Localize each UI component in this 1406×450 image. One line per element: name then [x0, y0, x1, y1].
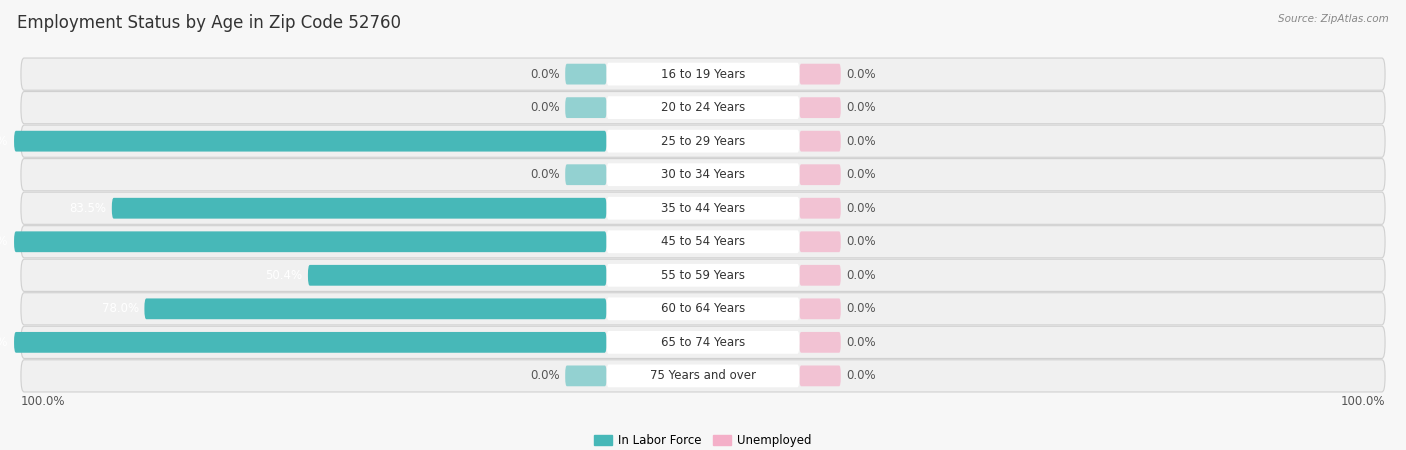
- FancyBboxPatch shape: [21, 58, 1385, 90]
- FancyBboxPatch shape: [565, 365, 606, 386]
- FancyBboxPatch shape: [800, 298, 841, 319]
- FancyBboxPatch shape: [21, 293, 1385, 325]
- FancyBboxPatch shape: [14, 231, 606, 252]
- FancyBboxPatch shape: [21, 192, 1385, 225]
- FancyBboxPatch shape: [800, 164, 841, 185]
- FancyBboxPatch shape: [308, 265, 606, 286]
- FancyBboxPatch shape: [800, 265, 841, 286]
- Text: 0.0%: 0.0%: [846, 336, 876, 349]
- Text: 83.5%: 83.5%: [69, 202, 107, 215]
- FancyBboxPatch shape: [21, 326, 1385, 359]
- FancyBboxPatch shape: [21, 91, 1385, 124]
- FancyBboxPatch shape: [606, 163, 800, 186]
- Text: 100.0%: 100.0%: [0, 135, 8, 148]
- FancyBboxPatch shape: [606, 264, 800, 287]
- Text: 45 to 54 Years: 45 to 54 Years: [661, 235, 745, 248]
- Text: Source: ZipAtlas.com: Source: ZipAtlas.com: [1278, 14, 1389, 23]
- FancyBboxPatch shape: [21, 225, 1385, 258]
- FancyBboxPatch shape: [14, 332, 606, 353]
- Text: 30 to 34 Years: 30 to 34 Years: [661, 168, 745, 181]
- Text: 78.0%: 78.0%: [101, 302, 139, 315]
- FancyBboxPatch shape: [112, 198, 606, 219]
- FancyBboxPatch shape: [800, 131, 841, 152]
- Text: 0.0%: 0.0%: [530, 68, 560, 81]
- FancyBboxPatch shape: [606, 230, 800, 253]
- FancyBboxPatch shape: [565, 64, 606, 85]
- Text: 75 Years and over: 75 Years and over: [650, 369, 756, 382]
- FancyBboxPatch shape: [800, 97, 841, 118]
- FancyBboxPatch shape: [800, 64, 841, 85]
- Text: 100.0%: 100.0%: [0, 336, 8, 349]
- Text: 0.0%: 0.0%: [846, 202, 876, 215]
- Text: 35 to 44 Years: 35 to 44 Years: [661, 202, 745, 215]
- Text: 100.0%: 100.0%: [21, 396, 66, 408]
- Text: 0.0%: 0.0%: [530, 168, 560, 181]
- Text: 20 to 24 Years: 20 to 24 Years: [661, 101, 745, 114]
- FancyBboxPatch shape: [800, 365, 841, 386]
- FancyBboxPatch shape: [606, 297, 800, 320]
- FancyBboxPatch shape: [800, 332, 841, 353]
- Text: 0.0%: 0.0%: [846, 68, 876, 81]
- Text: Employment Status by Age in Zip Code 52760: Employment Status by Age in Zip Code 527…: [17, 14, 401, 32]
- Text: 0.0%: 0.0%: [846, 168, 876, 181]
- FancyBboxPatch shape: [145, 298, 606, 319]
- FancyBboxPatch shape: [21, 259, 1385, 292]
- FancyBboxPatch shape: [606, 130, 800, 153]
- FancyBboxPatch shape: [565, 97, 606, 118]
- FancyBboxPatch shape: [21, 158, 1385, 191]
- FancyBboxPatch shape: [606, 364, 800, 387]
- Text: 0.0%: 0.0%: [846, 269, 876, 282]
- FancyBboxPatch shape: [14, 131, 606, 152]
- FancyBboxPatch shape: [606, 63, 800, 86]
- FancyBboxPatch shape: [606, 331, 800, 354]
- FancyBboxPatch shape: [565, 164, 606, 185]
- Text: 25 to 29 Years: 25 to 29 Years: [661, 135, 745, 148]
- Text: 0.0%: 0.0%: [846, 101, 876, 114]
- Text: 0.0%: 0.0%: [846, 235, 876, 248]
- Text: 16 to 19 Years: 16 to 19 Years: [661, 68, 745, 81]
- Legend: In Labor Force, Unemployed: In Labor Force, Unemployed: [589, 429, 817, 450]
- Text: 0.0%: 0.0%: [846, 369, 876, 382]
- FancyBboxPatch shape: [21, 360, 1385, 392]
- Text: 100.0%: 100.0%: [1340, 396, 1385, 408]
- FancyBboxPatch shape: [800, 231, 841, 252]
- Text: 0.0%: 0.0%: [530, 101, 560, 114]
- Text: 0.0%: 0.0%: [530, 369, 560, 382]
- Text: 50.4%: 50.4%: [266, 269, 302, 282]
- Text: 100.0%: 100.0%: [0, 235, 8, 248]
- Text: 60 to 64 Years: 60 to 64 Years: [661, 302, 745, 315]
- FancyBboxPatch shape: [606, 197, 800, 220]
- FancyBboxPatch shape: [606, 96, 800, 119]
- Text: 0.0%: 0.0%: [846, 302, 876, 315]
- Text: 65 to 74 Years: 65 to 74 Years: [661, 336, 745, 349]
- Text: 55 to 59 Years: 55 to 59 Years: [661, 269, 745, 282]
- FancyBboxPatch shape: [800, 198, 841, 219]
- Text: 0.0%: 0.0%: [846, 135, 876, 148]
- FancyBboxPatch shape: [21, 125, 1385, 157]
